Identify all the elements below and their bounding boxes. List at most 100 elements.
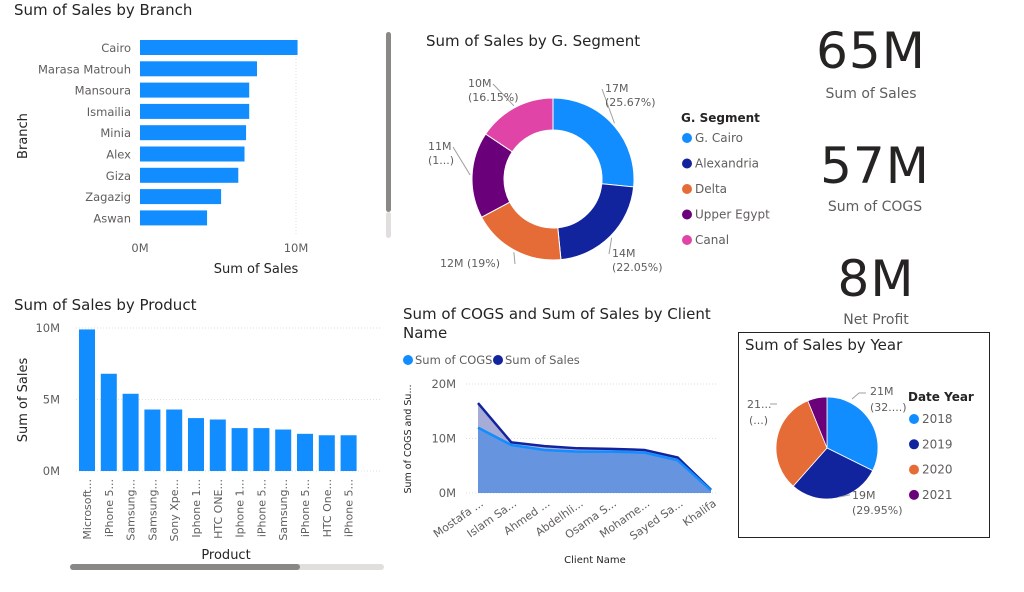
year-slice bbox=[826, 396, 879, 472]
kpi-cogs-card: 57M Sum of COGS bbox=[775, 137, 975, 227]
year-data-label: 21... bbox=[747, 398, 772, 411]
year-legend-label: 2019 bbox=[922, 437, 953, 451]
year-data-label: 21M bbox=[870, 385, 894, 398]
product-tick-label: 0M bbox=[43, 464, 60, 478]
product-category-label: Sony Xpe... bbox=[168, 479, 181, 541]
product-bar bbox=[318, 435, 335, 471]
year-chart[interactable]: Sum of Sales by Year 21M (32....) 19M (29.9… bbox=[738, 332, 990, 538]
product-category-label: Iphone 1... bbox=[234, 479, 247, 538]
product-category-label: Samsung... bbox=[125, 479, 138, 541]
segment-chart-svg: 17M(25.67%) 14M(22.05%) 12M (19%) 11M(1...)… bbox=[428, 77, 770, 274]
client-cogs-line bbox=[477, 426, 712, 492]
product-category-label: Iphone 1... bbox=[190, 479, 203, 538]
product-bar bbox=[79, 329, 95, 471]
product-bar bbox=[231, 428, 248, 471]
branch-chart-svg: Cairo Marasa Matrouh Mansoura Ismailia Minia… bbox=[16, 38, 309, 277]
segment-chart-title: Sum of Sales by G. Segment bbox=[426, 32, 641, 50]
branch-tick-label: 10M bbox=[284, 241, 309, 255]
branch-chart-title: Sum of Sales by Branch bbox=[14, 1, 193, 19]
year-legend-label: 2021 bbox=[922, 488, 953, 502]
kpi-sales-value: 65M bbox=[816, 22, 926, 80]
kpi-cogs-label: Sum of COGS bbox=[827, 199, 923, 215]
year-data-label: (29.95%) bbox=[852, 504, 903, 517]
segment-legend-label: G. Cairo bbox=[695, 131, 743, 145]
segment-data-label: 17M bbox=[605, 82, 629, 95]
product-category-label: iPhone 5... bbox=[255, 479, 268, 537]
product-category-label: iPhone 5... bbox=[103, 479, 116, 537]
branch-bar bbox=[140, 61, 257, 77]
segment-data-label: 11M bbox=[428, 140, 452, 153]
branch-bar bbox=[140, 40, 298, 55]
product-tick-label: 5M bbox=[43, 393, 60, 407]
kpi-sales-card: 65M Sum of Sales bbox=[771, 22, 971, 112]
product-bar bbox=[122, 393, 139, 471]
segment-leader-line bbox=[513, 252, 516, 265]
year-legend-marker bbox=[909, 414, 919, 424]
product-bar bbox=[100, 373, 117, 471]
branch-bar bbox=[140, 189, 222, 205]
year-legend-label: 2020 bbox=[922, 463, 953, 477]
client-legend-label: Sum of COGS bbox=[415, 353, 492, 367]
segment-legend-marker bbox=[682, 209, 692, 220]
segment-legend-marker bbox=[682, 133, 692, 143]
branch-category-label: Ismailia bbox=[87, 105, 131, 119]
branch-category-label: Cairo bbox=[101, 41, 131, 55]
year-chart-svg: 21M (32....) 19M (29.95%) 21... (...) Date Yea… bbox=[747, 385, 974, 517]
client-sales-line bbox=[477, 402, 712, 491]
product-scrollbar[interactable] bbox=[70, 564, 300, 570]
client-legend-label: Sum of Sales bbox=[505, 353, 580, 367]
kpi-profit-card: 8M Net Profit bbox=[776, 250, 976, 335]
branch-category-label: Mansoura bbox=[75, 84, 131, 98]
segment-slice bbox=[552, 97, 635, 188]
year-slice bbox=[792, 447, 874, 500]
year-legend-marker bbox=[909, 439, 919, 450]
product-category-label: HTC One... bbox=[321, 479, 334, 537]
year-legend-title: Date Year bbox=[908, 390, 974, 404]
branch-category-label: Zagazig bbox=[85, 190, 131, 204]
client-cogs-area bbox=[478, 427, 711, 493]
kpi-cogs-value: 57M bbox=[820, 137, 930, 195]
segment-legend-marker bbox=[682, 235, 692, 245]
client-chart-title-line1: Sum of COGS and Sum of Sales by Client bbox=[403, 305, 711, 323]
year-legend-marker bbox=[909, 464, 919, 475]
segment-data-label: 12M (19%) bbox=[440, 257, 500, 270]
branch-bar bbox=[140, 125, 247, 141]
product-category-label: Samsung... bbox=[146, 479, 159, 541]
segment-legend-title: G. Segment bbox=[681, 111, 760, 125]
segment-chart[interactable]: Sum of Sales by G. Segment 17M (25.67%) 14… bbox=[400, 22, 800, 292]
product-chart-svg: 0M 5M 10M Microsoft... iPhone 5... Samsung...… bbox=[16, 321, 382, 563]
segment-data-label: (25.67%) bbox=[605, 96, 656, 109]
product-bar bbox=[166, 409, 183, 471]
product-bar bbox=[340, 435, 357, 471]
client-chart[interactable]: Sum of COGS and Sum of Sales by Client N… bbox=[400, 292, 730, 582]
segment-legend-marker bbox=[682, 158, 692, 169]
segment-slice bbox=[484, 97, 554, 153]
branch-bar bbox=[140, 103, 250, 119]
branch-scrollbar[interactable] bbox=[386, 32, 391, 212]
branch-chart[interactable]: Sum of Sales by Branch Cairo Marasa Matro… bbox=[0, 0, 400, 290]
client-legend-marker bbox=[493, 355, 503, 365]
year-leader-line bbox=[851, 392, 866, 400]
product-category-label: Microsoft... bbox=[81, 479, 94, 540]
year-legend-marker bbox=[909, 489, 919, 500]
branch-tick-label: 0M bbox=[131, 241, 148, 255]
product-chart[interactable]: Sum of Sales by Product 0M 5M 10M Microsoft… bbox=[0, 292, 400, 582]
segment-data-label: 14M bbox=[612, 247, 636, 260]
product-bar bbox=[253, 428, 270, 471]
kpi-sales-label: Sum of Sales bbox=[825, 86, 917, 102]
year-leader-line bbox=[838, 494, 850, 498]
year-data-label: (...) bbox=[749, 414, 768, 427]
branch-bar bbox=[140, 210, 208, 226]
year-slice bbox=[775, 400, 828, 487]
branch-y-axis-title: Branch bbox=[16, 113, 31, 159]
product-category-label: HTC ONE... bbox=[212, 479, 225, 539]
branch-scrollbar-track bbox=[386, 212, 391, 238]
product-tick-label: 10M bbox=[35, 321, 60, 335]
branch-bar bbox=[140, 82, 250, 98]
kpi-profit-label: Net Profit bbox=[843, 312, 909, 328]
segment-data-label: (16.15%) bbox=[468, 91, 519, 104]
client-tick-label: 0M bbox=[439, 486, 456, 500]
year-legend-label: 2018 bbox=[922, 412, 953, 426]
product-bar bbox=[275, 429, 292, 471]
